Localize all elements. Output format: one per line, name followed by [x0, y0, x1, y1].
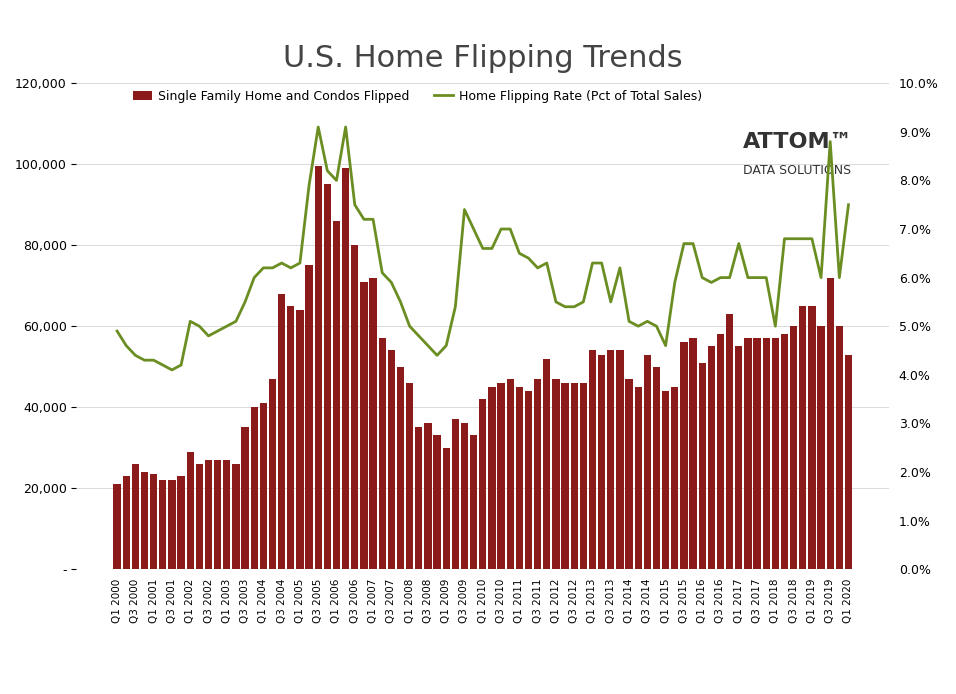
Bar [141, 472, 148, 569]
Bar [159, 480, 166, 569]
Bar [369, 278, 377, 569]
Bar [753, 339, 761, 569]
Bar [379, 339, 386, 569]
Bar [315, 167, 322, 569]
Bar [643, 355, 651, 569]
Bar [553, 379, 559, 569]
Bar [726, 314, 733, 569]
Bar [699, 362, 706, 569]
Bar [489, 387, 495, 569]
Bar [617, 350, 623, 569]
Bar [178, 476, 185, 569]
Bar [607, 350, 615, 569]
Bar [433, 436, 441, 569]
Bar [662, 391, 669, 569]
Bar [333, 221, 340, 569]
Bar [497, 383, 505, 569]
Bar [534, 379, 541, 569]
Bar [817, 326, 825, 569]
Bar [681, 342, 687, 569]
Bar [451, 419, 459, 569]
Bar [470, 436, 477, 569]
Bar [342, 168, 349, 569]
Bar [360, 282, 368, 569]
Bar [671, 387, 679, 569]
Bar [205, 459, 212, 569]
Bar [232, 464, 240, 569]
Bar [543, 359, 551, 569]
Legend: Single Family Home and Condos Flipped, Home Flipping Rate (Pct of Total Sales): Single Family Home and Condos Flipped, H… [128, 85, 707, 108]
Bar [424, 423, 431, 569]
Bar [461, 423, 468, 569]
Bar [150, 474, 158, 569]
Bar [397, 366, 404, 569]
Bar [223, 459, 230, 569]
Bar [406, 383, 413, 569]
Bar [515, 387, 523, 569]
Text: DATA SOLUTIONS: DATA SOLUTIONS [743, 164, 851, 177]
Bar [168, 480, 176, 569]
Bar [525, 391, 532, 569]
Bar [745, 339, 751, 569]
Bar [589, 350, 597, 569]
Bar [771, 339, 779, 569]
Bar [443, 448, 450, 569]
Bar [287, 306, 294, 569]
Bar [415, 428, 423, 569]
Bar [571, 383, 577, 569]
Bar [507, 379, 514, 569]
Bar [579, 383, 587, 569]
Bar [836, 326, 843, 569]
Bar [250, 407, 258, 569]
Bar [260, 403, 267, 569]
Bar [114, 484, 120, 569]
Bar [763, 339, 770, 569]
Bar [653, 366, 661, 569]
Bar [132, 464, 139, 569]
Bar [186, 452, 194, 569]
Bar [278, 294, 285, 569]
Bar [735, 346, 743, 569]
Bar [707, 346, 715, 569]
Bar [196, 464, 203, 569]
Bar [479, 399, 487, 569]
Bar [269, 379, 276, 569]
Bar [324, 185, 331, 569]
Bar [845, 355, 852, 569]
Bar [351, 245, 358, 569]
Bar [242, 428, 249, 569]
Bar [790, 326, 797, 569]
Bar [388, 350, 395, 569]
Text: ATTOM™: ATTOM™ [743, 132, 853, 151]
Title: U.S. Home Flipping Trends: U.S. Home Flipping Trends [283, 44, 683, 73]
Bar [808, 306, 815, 569]
Bar [689, 339, 697, 569]
Bar [122, 476, 130, 569]
Bar [214, 459, 221, 569]
Bar [296, 310, 304, 569]
Bar [635, 387, 641, 569]
Bar [625, 379, 633, 569]
Bar [799, 306, 807, 569]
Bar [561, 383, 569, 569]
Bar [305, 266, 313, 569]
Bar [781, 335, 788, 569]
Bar [827, 278, 834, 569]
Bar [598, 355, 605, 569]
Bar [717, 335, 724, 569]
